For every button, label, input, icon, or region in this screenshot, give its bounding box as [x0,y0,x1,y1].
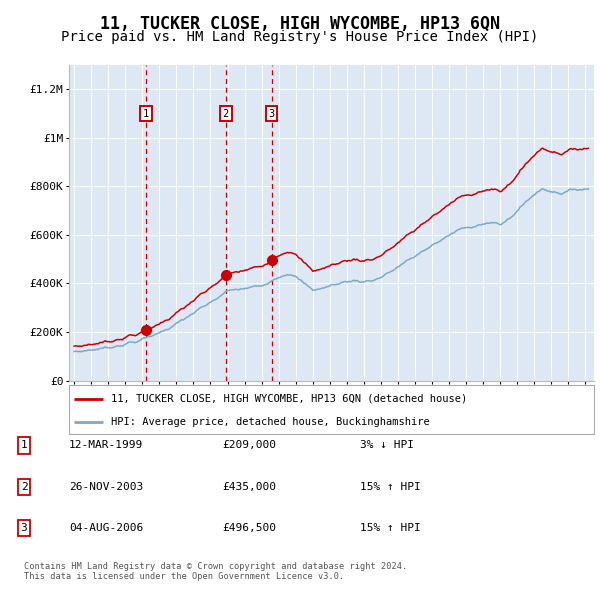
Text: 1: 1 [20,441,28,450]
Text: 3% ↓ HPI: 3% ↓ HPI [360,441,414,450]
Text: 15% ↑ HPI: 15% ↑ HPI [360,482,421,491]
Text: 12-MAR-1999: 12-MAR-1999 [69,441,143,450]
Text: £209,000: £209,000 [222,441,276,450]
Text: Contains HM Land Registry data © Crown copyright and database right 2024.
This d: Contains HM Land Registry data © Crown c… [24,562,407,581]
Text: 1: 1 [143,109,149,119]
Text: 3: 3 [269,109,275,119]
Text: HPI: Average price, detached house, Buckinghamshire: HPI: Average price, detached house, Buck… [111,417,430,427]
Text: 15% ↑ HPI: 15% ↑ HPI [360,523,421,533]
Text: 26-NOV-2003: 26-NOV-2003 [69,482,143,491]
Text: 04-AUG-2006: 04-AUG-2006 [69,523,143,533]
Text: £435,000: £435,000 [222,482,276,491]
Text: 2: 2 [223,109,229,119]
Text: Price paid vs. HM Land Registry's House Price Index (HPI): Price paid vs. HM Land Registry's House … [61,30,539,44]
Text: 11, TUCKER CLOSE, HIGH WYCOMBE, HP13 6QN: 11, TUCKER CLOSE, HIGH WYCOMBE, HP13 6QN [100,15,500,33]
Text: 2: 2 [20,482,28,491]
Text: £496,500: £496,500 [222,523,276,533]
Text: 11, TUCKER CLOSE, HIGH WYCOMBE, HP13 6QN (detached house): 11, TUCKER CLOSE, HIGH WYCOMBE, HP13 6QN… [111,394,467,404]
Text: 3: 3 [20,523,28,533]
